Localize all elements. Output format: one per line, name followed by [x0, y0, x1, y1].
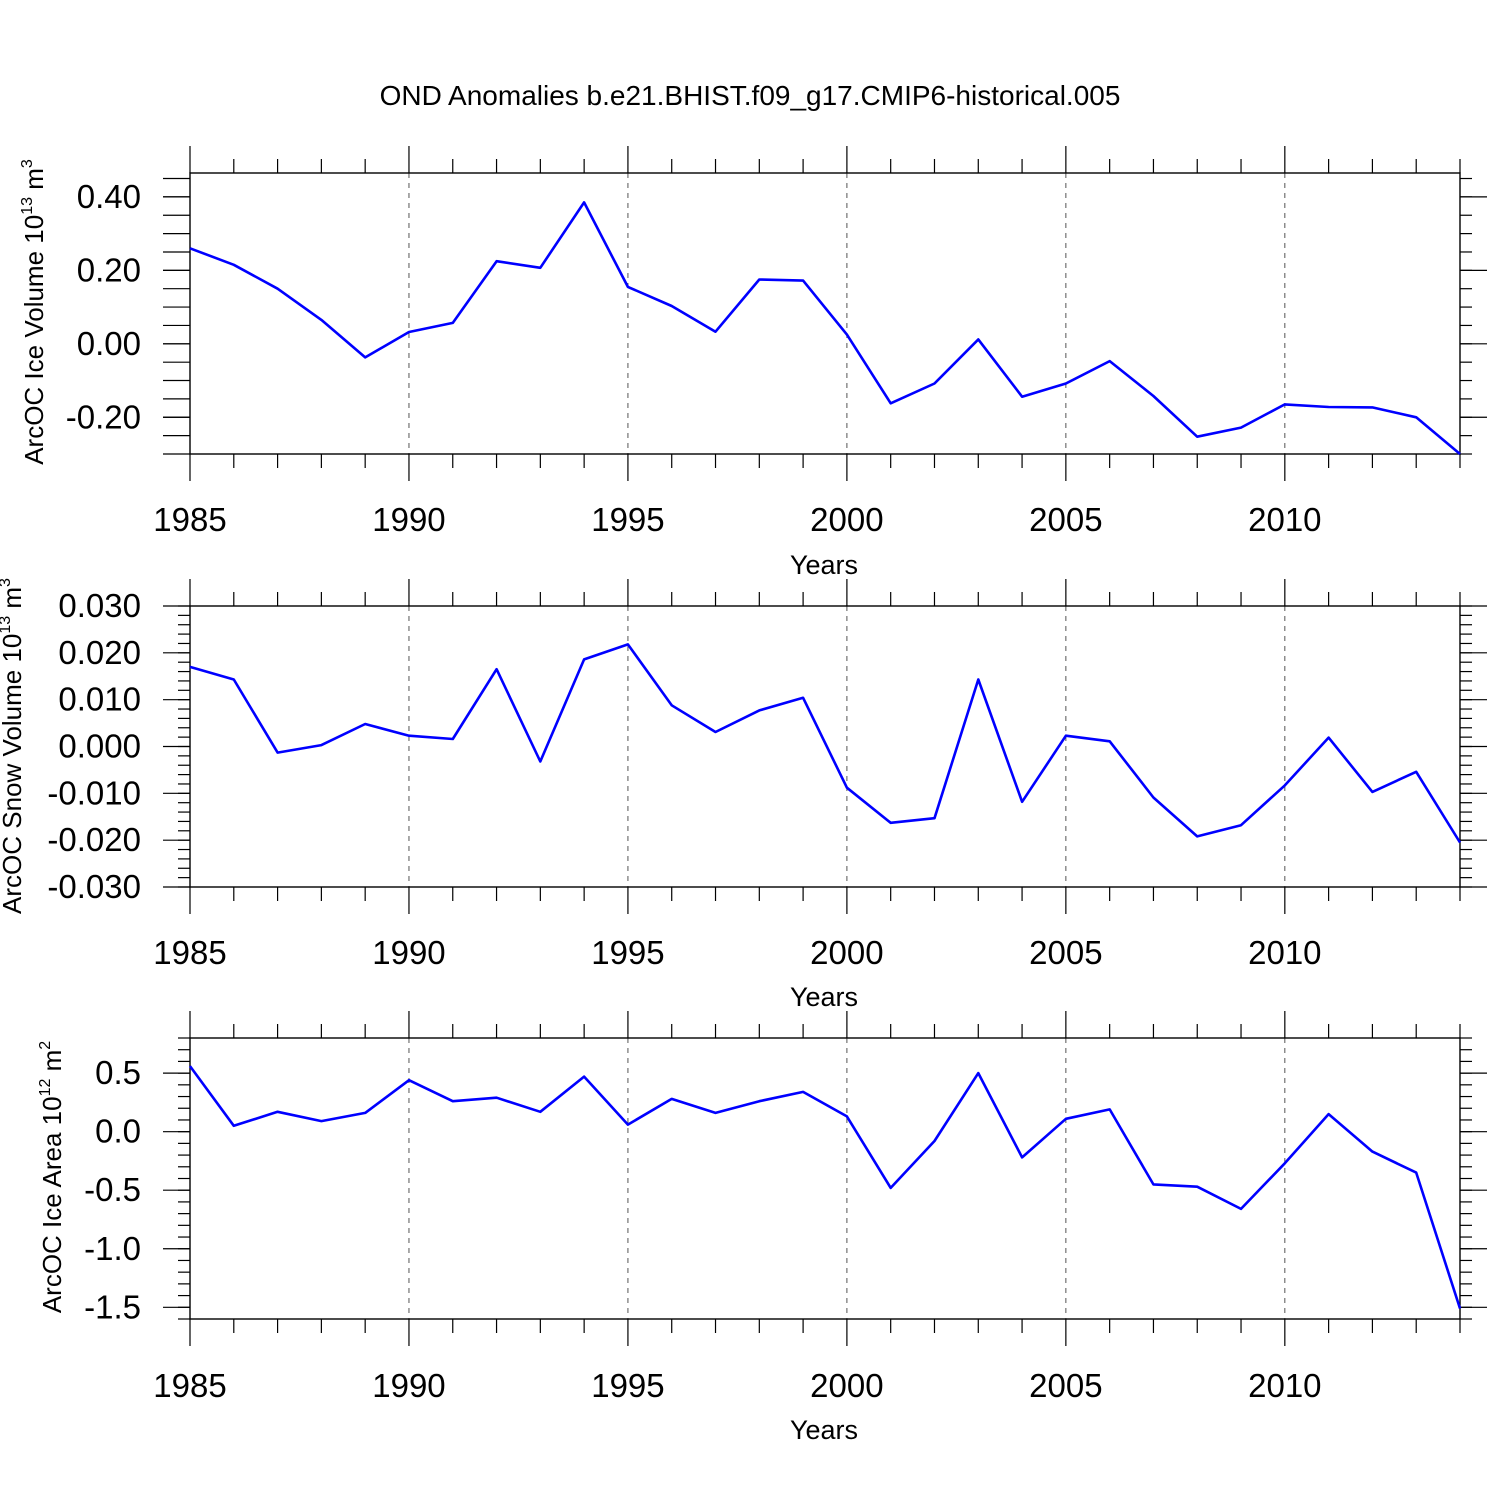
- snow-volume-y-axis-title: ArcOC Snow Volume 1013 m3: [0, 578, 27, 914]
- ice-area-y-tick-label: -0.5: [84, 1171, 141, 1208]
- snow-volume-x-axis-title: Years: [790, 982, 858, 1012]
- ice-volume-x-tick-label: 1985: [153, 501, 226, 538]
- ice-area-y-tick-label: -1.0: [84, 1230, 141, 1267]
- snow-volume-y-tick-label: -0.010: [47, 774, 141, 811]
- snow-volume-x-tick-label: 2000: [810, 934, 883, 971]
- snow-volume-plot-frame: [189, 605, 1461, 888]
- snow-volume-y-tick-label: -0.020: [47, 821, 141, 858]
- ice-area-y-tick-label: -1.5: [84, 1288, 141, 1325]
- snow-volume-y-tick-label: 0.020: [58, 634, 141, 671]
- ice-area-x-tick-label: 2000: [810, 1367, 883, 1404]
- chart-title: OND Anomalies b.e21.BHIST.f09_g17.CMIP6-…: [380, 80, 1121, 111]
- ice-volume-y-tick-label: 0.00: [77, 325, 141, 362]
- ice-area-x-tick-label: 1990: [372, 1367, 445, 1404]
- ice-area-y-tick-label: 0.5: [95, 1054, 141, 1091]
- snow-volume-y-tick-label: 0.030: [58, 587, 141, 624]
- ice-volume-x-tick-label: 2010: [1248, 501, 1321, 538]
- ice-volume-y-tick-label: -0.20: [66, 398, 141, 435]
- snow-volume-panel: ArcOC Snow Volume 1013 m3 Years 1985 1990…: [0, 578, 1487, 1012]
- snow-volume-y-tick-label: -0.030: [47, 868, 141, 905]
- snow-volume-x-tick-label: 2005: [1029, 934, 1102, 971]
- snow-volume-x-tick-label: 2010: [1248, 934, 1321, 971]
- ice-volume-x-tick-label: 2005: [1029, 501, 1102, 538]
- ice-volume-x-tick-label: 1990: [372, 501, 445, 538]
- ice-volume-x-axis-title: Years: [790, 550, 858, 580]
- ice-volume-x-tick-label: 2000: [810, 501, 883, 538]
- ice-volume-panel: ArcOC Ice Volume 1013 m3 Years 1985 1990 1…: [19, 146, 1487, 580]
- ice-area-y-tick-label: 0.0: [95, 1113, 141, 1150]
- ice-area-x-tick-label: 1985: [153, 1367, 226, 1404]
- ice-area-x-axis-title: Years: [790, 1415, 858, 1445]
- ice-volume-y-axis-title: ArcOC Ice Volume 1013 m3: [19, 159, 49, 465]
- ice-volume-plot-frame: [189, 172, 1461, 455]
- snow-volume-series-line: [189, 643, 1462, 844]
- ice-area-x-tick-label: 2005: [1029, 1367, 1102, 1404]
- ice-volume-y-tick-label: 0.20: [77, 251, 141, 288]
- ice-volume-series-line: [189, 201, 1461, 455]
- snow-volume-x-tick-label: 1995: [591, 934, 664, 971]
- snow-volume-y-tick-label: 0.000: [58, 728, 141, 765]
- ice-area-panel: ArcOC Ice Area 1012 m2 Years 1985 1990 199…: [37, 1011, 1487, 1445]
- snow-volume-x-tick-label: 1985: [153, 934, 226, 971]
- ice-volume-y-tick-label: 0.40: [77, 178, 141, 215]
- ice-area-x-tick-label: 2010: [1248, 1367, 1321, 1404]
- ice-volume-x-tick-label: 1995: [591, 501, 664, 538]
- snow-volume-y-tick-label: 0.010: [58, 681, 141, 718]
- ice-area-series-line: [188, 1065, 1462, 1309]
- ice-area-y-axis-title: ArcOC Ice Area 1012 m2: [37, 1041, 67, 1313]
- ice-area-x-tick-label: 1995: [591, 1367, 664, 1404]
- snow-volume-x-tick-label: 1990: [372, 934, 445, 971]
